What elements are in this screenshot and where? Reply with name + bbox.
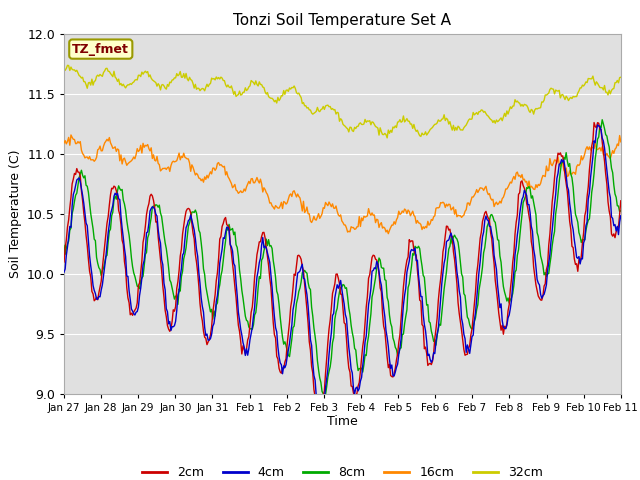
Title: Tonzi Soil Temperature Set A: Tonzi Soil Temperature Set A bbox=[234, 13, 451, 28]
X-axis label: Time: Time bbox=[327, 415, 358, 429]
Text: TZ_fmet: TZ_fmet bbox=[72, 43, 129, 56]
Y-axis label: Soil Temperature (C): Soil Temperature (C) bbox=[8, 149, 22, 278]
Legend: 2cm, 4cm, 8cm, 16cm, 32cm: 2cm, 4cm, 8cm, 16cm, 32cm bbox=[137, 461, 548, 480]
